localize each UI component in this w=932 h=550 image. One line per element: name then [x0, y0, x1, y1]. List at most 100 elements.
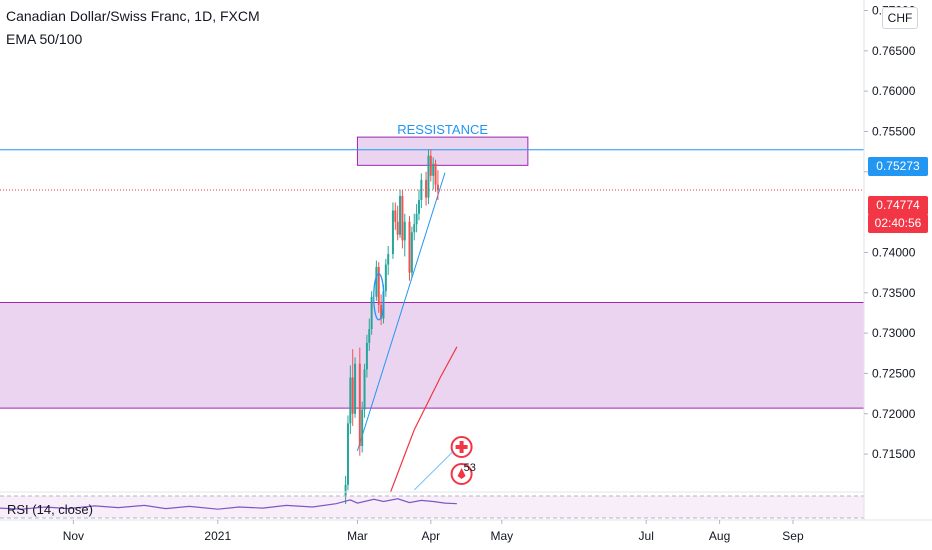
candle: [417, 189, 420, 221]
candle: [427, 149, 430, 205]
price-tick-label: 0.76500: [872, 44, 916, 58]
candle-body: [375, 266, 378, 297]
candle-body: [358, 363, 361, 447]
candle-body: [432, 163, 435, 176]
candle-body: [417, 200, 420, 214]
time-tick-label: Nov: [63, 529, 84, 543]
rsi-line: [0, 498, 457, 510]
candle: [410, 226, 413, 279]
last-price-tag: 0.74774: [868, 196, 928, 215]
candle-body: [387, 254, 390, 265]
candle-body: [354, 363, 357, 414]
candle: [396, 205, 399, 241]
bar-countdown-tag: 02:40:56: [868, 214, 928, 233]
time-tick-label: 2021: [204, 529, 231, 543]
candle-body: [346, 423, 349, 485]
price-tick-label: 0.73000: [872, 326, 916, 340]
trendline: [356, 172, 446, 452]
candle: [370, 291, 373, 335]
candle: [365, 334, 368, 378]
indicator-legend[interactable]: EMA 50/100: [6, 31, 83, 47]
ema-line-0: [390, 346, 458, 493]
candle: [434, 159, 437, 192]
event-count-badge: 53: [464, 462, 476, 474]
candle: [403, 213, 406, 257]
oval-annotation: [373, 273, 385, 321]
candle-body: [380, 304, 383, 319]
candle: [391, 202, 394, 259]
candle: [425, 171, 428, 206]
time-tick-label: Apr: [421, 529, 440, 543]
candle-body: [425, 179, 428, 198]
candle: [346, 415, 349, 491]
candle-body: [403, 221, 406, 241]
maple-leaf-shape: [457, 468, 466, 479]
candle: [344, 475, 347, 505]
candle: [377, 262, 380, 313]
candle: [368, 318, 371, 351]
candle-body: [408, 221, 411, 273]
candle: [408, 216, 411, 281]
candle-body: [396, 221, 399, 235]
candle: [384, 258, 387, 297]
candle: [380, 294, 383, 326]
candle-body: [413, 224, 416, 233]
candle-body: [427, 155, 430, 198]
price-tick-label: 0.71500: [872, 447, 916, 461]
candle: [354, 357, 357, 418]
candle-body: [391, 210, 394, 255]
time-tick-label: Aug: [709, 529, 730, 543]
price-tick-label: 0.72000: [872, 407, 916, 421]
candle: [401, 189, 404, 249]
candle-body: [351, 377, 354, 414]
candle-body: [363, 369, 366, 410]
candle: [394, 202, 397, 230]
candle-body: [368, 329, 371, 343]
time-tick-label: May: [490, 529, 513, 543]
candle-body: [401, 195, 404, 241]
candle-body: [429, 155, 432, 176]
time-tick-label: Mar: [347, 529, 368, 543]
candle-body: [415, 213, 418, 225]
candle-body: [410, 232, 413, 273]
candle-body: [361, 409, 364, 447]
candle: [413, 213, 416, 241]
currency-button[interactable]: CHF: [882, 7, 918, 29]
candle-body: [370, 296, 373, 330]
candle: [399, 189, 402, 238]
price-tick-label: 0.75500: [872, 124, 916, 138]
price-tick-label: 0.74000: [872, 245, 916, 259]
candle: [358, 347, 361, 456]
time-tick-label: Jul: [639, 529, 654, 543]
candle-body: [434, 163, 437, 185]
candle: [349, 365, 352, 434]
price-tick-label: 0.72500: [872, 366, 916, 380]
candle: [432, 157, 435, 190]
candle: [436, 170, 439, 201]
candle: [363, 363, 366, 418]
candle-body: [420, 179, 423, 201]
candle: [361, 401, 364, 453]
swiss-cross-v: [459, 441, 464, 453]
resistance-box: [356, 136, 529, 166]
price-tick-label: 0.76000: [872, 84, 916, 98]
candle-body: [377, 266, 380, 305]
candle-body: [344, 484, 347, 497]
price-tick-label: 0.73500: [872, 286, 916, 300]
time-tick-label: Sep: [782, 529, 804, 543]
badge-connector: [413, 450, 454, 491]
candle-body: [365, 342, 368, 370]
candle: [387, 246, 390, 276]
candle: [375, 260, 378, 301]
candle: [415, 204, 418, 233]
candle-body: [399, 195, 402, 235]
candle: [429, 149, 432, 182]
rsi-legend[interactable]: RSI (14, close): [7, 502, 93, 517]
candle-body: [349, 377, 352, 424]
candle: [420, 173, 423, 209]
symbol-title: Canadian Dollar/Swiss Franc, 1D, FXCM: [6, 8, 260, 24]
rsi-band: [0, 496, 864, 518]
candle: [351, 349, 354, 426]
resistance-price-tag: 0.75273: [868, 157, 928, 176]
